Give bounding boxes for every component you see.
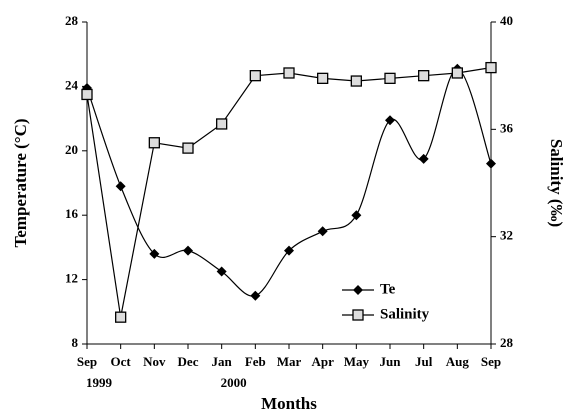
year-label: 2000 [221, 375, 247, 390]
x-tick-label: Aug [446, 354, 470, 369]
point [249, 70, 261, 82]
y2-axis-title: Salinity (‰) [547, 139, 566, 227]
x-tick-label: Dec [178, 354, 199, 369]
point [418, 153, 429, 164]
x-tick-label: Feb [245, 354, 266, 369]
series-line [86, 68, 492, 297]
point [284, 245, 294, 256]
point [317, 226, 328, 237]
point [283, 67, 295, 79]
y2-tick-label: 32 [500, 228, 513, 243]
x-tick-label: Sep [77, 354, 97, 369]
x-tick-label: Nov [143, 354, 166, 369]
legend-marker [352, 309, 364, 321]
y-tick-label: 8 [72, 335, 79, 350]
point [216, 266, 227, 277]
x-tick-label: May [344, 354, 370, 369]
point [216, 118, 228, 130]
y2-tick-label: 28 [500, 335, 514, 350]
series-line [86, 67, 492, 318]
x-tick-label: Mar [277, 354, 302, 369]
x-tick-label: Apr [311, 354, 334, 369]
y-tick-label: 12 [65, 271, 78, 286]
point [148, 137, 160, 149]
x-tick-label: Jun [380, 354, 402, 369]
point [149, 248, 160, 259]
point [81, 88, 93, 101]
point [486, 158, 496, 169]
x-tick-label: Jul [415, 354, 433, 369]
y2-tick-label: 36 [500, 120, 514, 135]
point [115, 181, 126, 192]
point [385, 115, 395, 126]
point [350, 75, 362, 87]
legend-marker [353, 285, 363, 295]
point [183, 245, 193, 256]
point [317, 72, 329, 84]
point [250, 290, 261, 301]
point [485, 61, 497, 74]
point [418, 70, 430, 82]
y-axis-title: Temperature (°C) [11, 118, 30, 247]
y2-tick-label: 40 [500, 13, 513, 28]
x-tick-label: Sep [481, 354, 501, 369]
year-label: 1999 [86, 375, 113, 390]
x-tick-label: Jan [212, 354, 233, 369]
point [384, 72, 396, 84]
legend-label: Salinity [380, 306, 430, 322]
legend-label: Te [380, 281, 396, 297]
y-tick-label: 24 [65, 77, 79, 92]
y-tick-label: 28 [65, 13, 79, 28]
y-tick-label: 20 [65, 142, 78, 157]
point [451, 67, 463, 79]
point [182, 142, 194, 154]
y-tick-label: 16 [65, 206, 79, 221]
point [351, 210, 362, 221]
x-axis-title: Months [261, 394, 317, 413]
point [115, 311, 127, 323]
x-tick-label: Oct [111, 354, 132, 369]
